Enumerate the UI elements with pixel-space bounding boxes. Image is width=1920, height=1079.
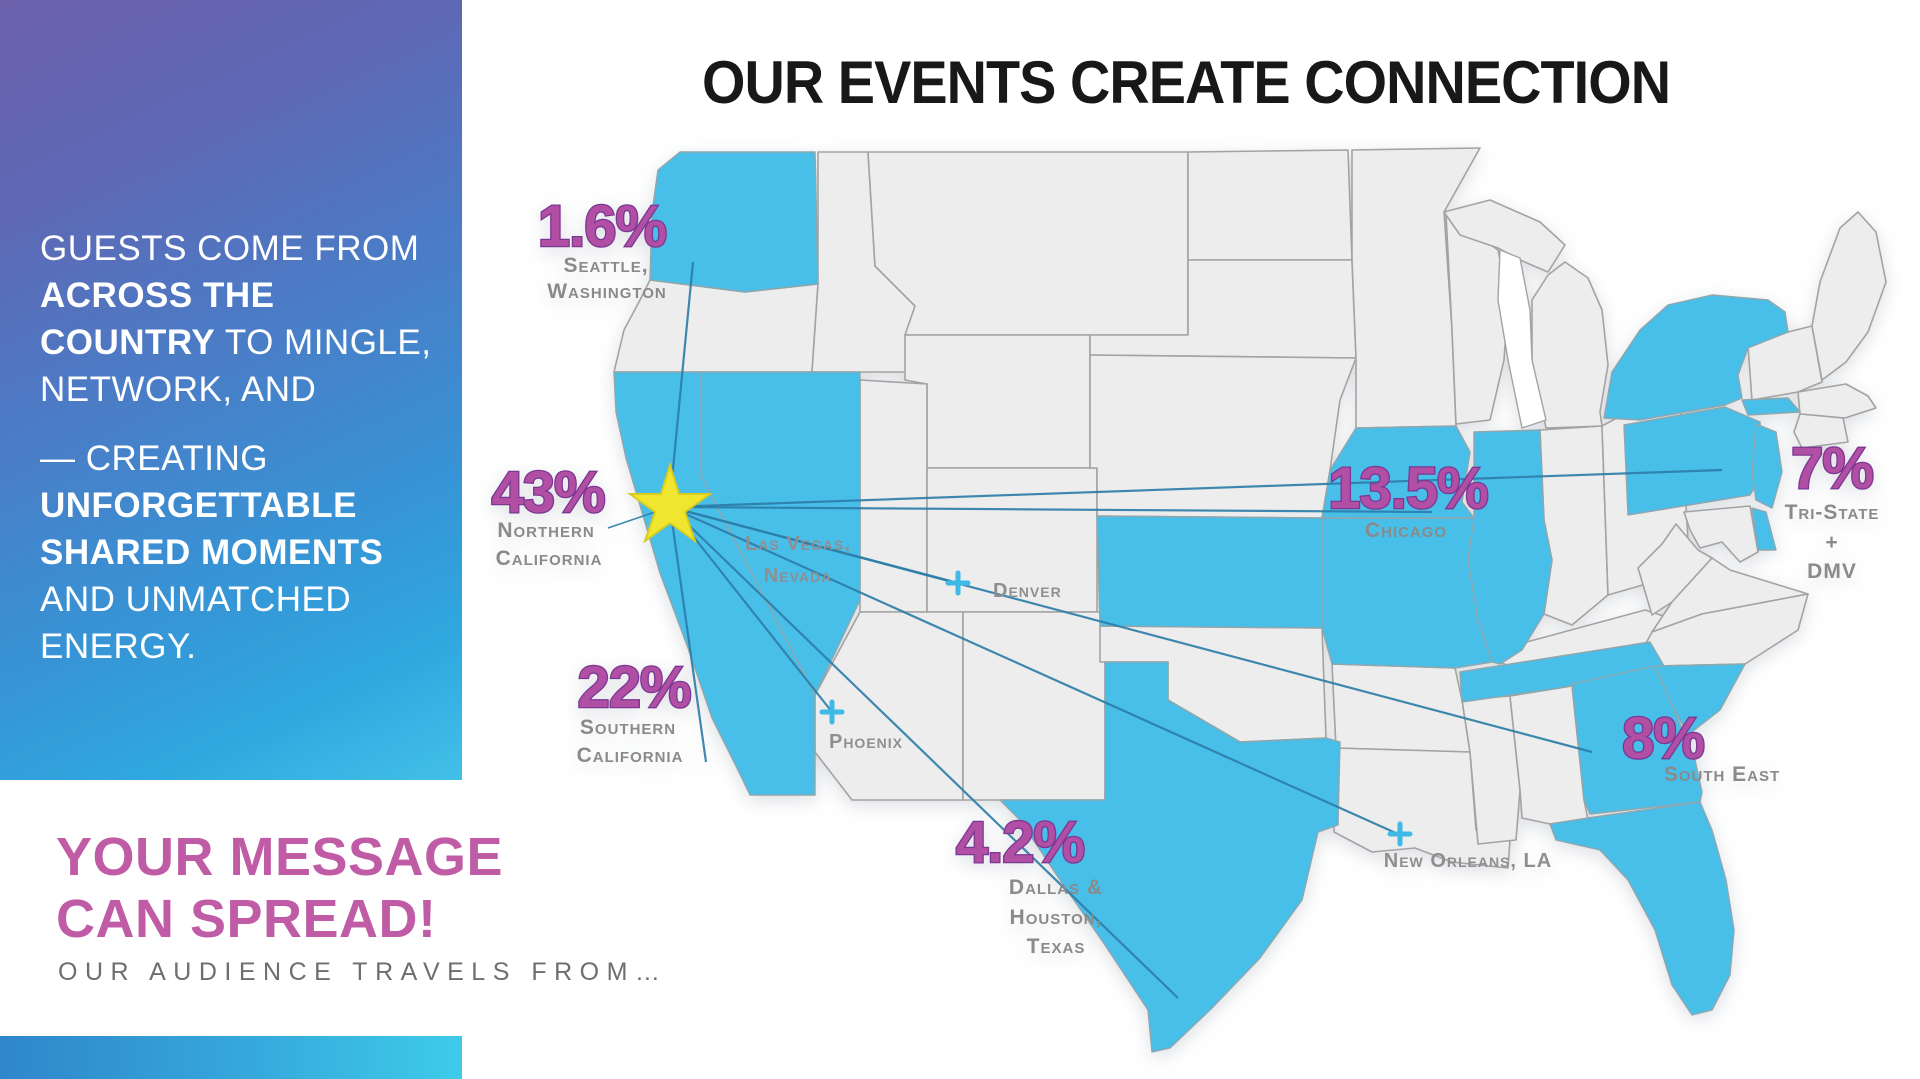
- airport-marker-phoenix: [819, 699, 845, 725]
- page-title: OUR EVENTS CREATE CONNECTION: [702, 49, 1671, 116]
- state-MI: [1531, 261, 1609, 429]
- footer-headline-line1: YOUR MESSAGE: [56, 827, 504, 887]
- state-CT-RI: [1793, 413, 1849, 449]
- sidebar-line: GUESTS COME FROM: [40, 229, 420, 268]
- sidebar-line: SHARED MOMENTS: [40, 533, 384, 572]
- pct-seattle: 1.6%: [538, 194, 667, 259]
- state-DE-highlighted: [1751, 507, 1777, 551]
- flight-line-neworleans: [669, 505, 1399, 836]
- city-phoenix: Phoenix: [829, 731, 903, 753]
- state-NV-highlighted: [699, 371, 861, 696]
- percentage-labels: 1.6% Seattle, Washington 43% Northern Ca…: [490, 193, 1880, 958]
- state-WA-highlighted: [649, 151, 819, 293]
- pct-chicago-label-1: Chicago: [1365, 519, 1447, 542]
- city-lasvegas-line2: Nevada: [764, 565, 832, 587]
- pct-seattle-label-2: Washington: [547, 280, 667, 303]
- state-IN: [1539, 425, 1609, 626]
- state-IL-highlighted: [1467, 429, 1553, 665]
- state-WV: [1637, 523, 1713, 616]
- pct-chicago: 13.5%: [1328, 456, 1488, 521]
- states-highlighted-layer: [613, 151, 1801, 1053]
- state-ND: [1187, 149, 1353, 261]
- origin-star-icon: [626, 461, 714, 544]
- sidebar-gradient-panel: GUESTS COME FROM ACROSS THE COUNTRY TO M…: [0, 0, 462, 780]
- sidebar-line: — CREATING: [40, 439, 268, 478]
- pct-norcal-label-2: California: [496, 547, 603, 570]
- pct-socal-label-2: California: [577, 744, 684, 767]
- state-MI-upper: [1443, 199, 1566, 273]
- pct-norcal-label-1: Northern: [497, 519, 594, 542]
- footer-headline: YOUR MESSAGE CAN SPREAD!: [56, 826, 503, 950]
- state-KS-highlighted: [1096, 515, 1323, 629]
- pct-seattle-label-1: Seattle,: [563, 254, 648, 277]
- flight-line-socal: [668, 506, 708, 763]
- lake-michigan: [1497, 249, 1547, 429]
- state-NE: [1089, 354, 1357, 519]
- us-map: 1.6% Seattle, Washington 43% Northern Ca…: [490, 147, 1887, 1053]
- flight-line-seattle: [668, 261, 695, 501]
- pct-tristate-label-3: DMV: [1807, 560, 1857, 583]
- flight-lines: [607, 261, 1723, 999]
- sidebar-line: ACROSS THE: [40, 276, 275, 315]
- state-MD: [1683, 505, 1759, 563]
- city-lasvegas-line1: Las Vegas,: [745, 533, 851, 555]
- city-denver: Denver: [993, 580, 1062, 602]
- pct-norcal: 43%: [491, 460, 605, 525]
- state-MT: [867, 151, 1189, 336]
- city-labels: Las Vegas, Nevada Denver Phoenix New Orl…: [745, 533, 1552, 872]
- flight-line-phoenix: [669, 506, 833, 713]
- sidebar-line: COUNTRY TO MINGLE,: [40, 323, 432, 362]
- pct-southeast-label-1: South East: [1664, 763, 1780, 786]
- bottom-accent-bar: [0, 1036, 462, 1079]
- sidebar-line: ENERGY.: [40, 627, 197, 666]
- state-UT: [859, 379, 928, 613]
- flight-line-georgia: [669, 505, 1593, 754]
- states-base-layer: [613, 147, 1887, 869]
- city-neworleans: New Orleans, LA: [1384, 850, 1552, 872]
- pct-tristate-label-2: +: [1825, 531, 1838, 554]
- state-TX-highlighted: [999, 661, 1341, 1053]
- state-ME: [1811, 211, 1887, 381]
- pct-texas-label-2: Houston,: [1010, 906, 1103, 929]
- pct-southeast: 8%: [1622, 706, 1704, 771]
- pct-texas: 4.2%: [956, 810, 1085, 875]
- state-NY-long-island: [1741, 397, 1801, 416]
- airport-marker-neworleans: [1387, 821, 1413, 847]
- pct-socal-label-1: Southern: [580, 716, 676, 739]
- sidebar-line: UNFORGETTABLE: [40, 486, 357, 525]
- footer-headline-line2: CAN SPREAD!: [56, 889, 437, 949]
- flight-line-chicago: [669, 505, 1433, 514]
- state-PA-highlighted: [1623, 406, 1765, 516]
- state-AR: [1331, 663, 1471, 753]
- pct-texas-label-3: Texas: [1027, 935, 1086, 958]
- state-SC-highlighted: [1654, 663, 1746, 736]
- leader-line-norcal: [607, 511, 656, 529]
- pct-tristate: 7%: [1791, 436, 1873, 501]
- sidebar-copy: GUESTS COME FROM ACROSS THE COUNTRY TO M…: [40, 225, 440, 670]
- state-FL-highlighted: [1549, 801, 1735, 1016]
- state-MA: [1797, 383, 1877, 419]
- flight-line-texas: [669, 506, 1179, 999]
- footer-subline: OUR AUDIENCE TRAVELS FROM…: [58, 958, 668, 986]
- airport-markers: [819, 570, 1413, 847]
- pct-tristate-label-1: Tri-State: [1785, 501, 1880, 524]
- pct-texas-label-1: Dallas &: [1009, 876, 1103, 899]
- state-NM: [962, 611, 1106, 801]
- state-IA-highlighted: [1321, 425, 1475, 519]
- flight-line-tristate: [669, 468, 1723, 509]
- sidebar-line: NETWORK, AND: [40, 370, 317, 409]
- sidebar-line: AND UNMATCHED: [40, 580, 352, 619]
- airport-marker-denver: [945, 570, 971, 596]
- state-WY: [904, 334, 1091, 469]
- state-NJ-highlighted: [1751, 423, 1783, 509]
- state-NY-highlighted: [1603, 294, 1789, 421]
- pct-socal: 22%: [577, 655, 691, 720]
